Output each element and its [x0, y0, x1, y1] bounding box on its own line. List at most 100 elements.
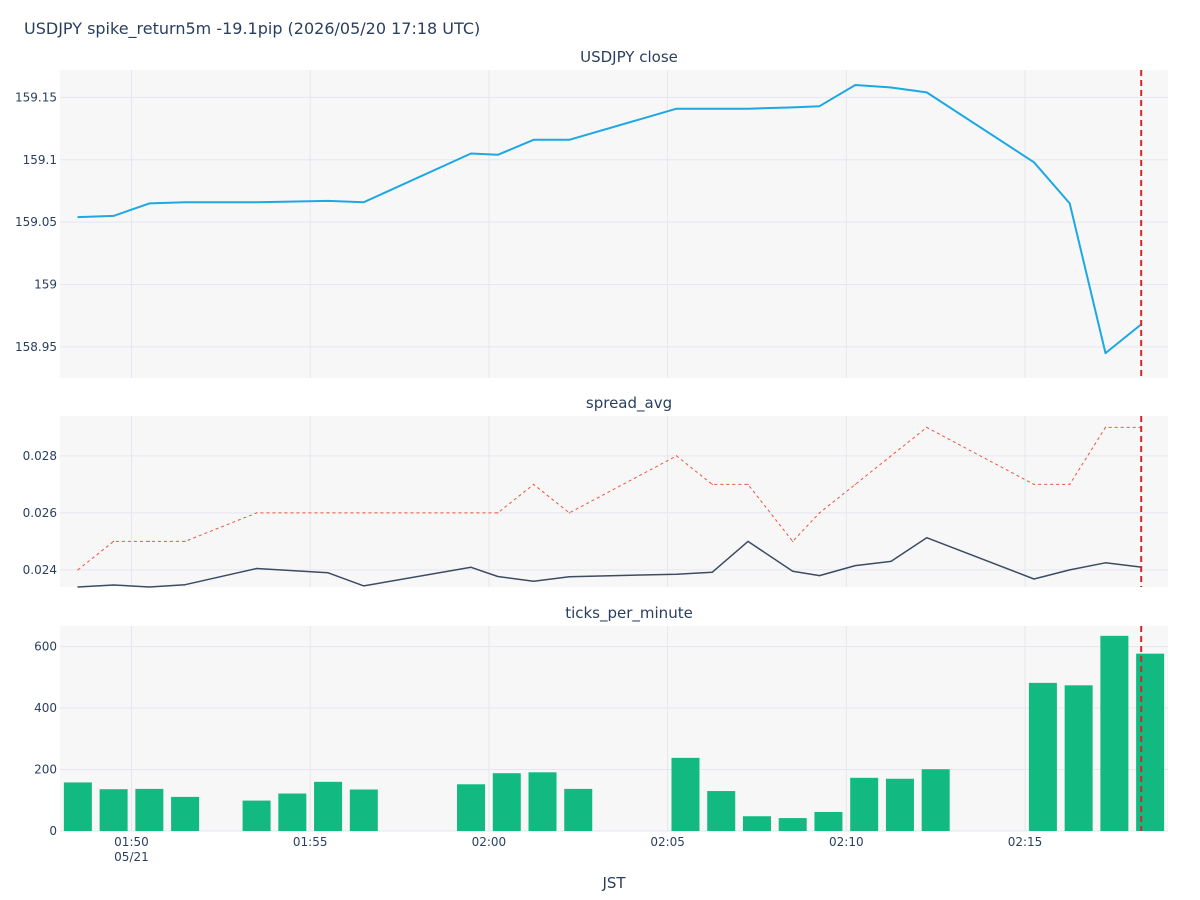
bar — [242, 800, 271, 831]
data-point — [926, 91, 928, 94]
bar — [742, 816, 771, 831]
data-point — [77, 216, 79, 218]
data-point — [1033, 483, 1035, 485]
data-point — [1104, 562, 1107, 564]
data-point — [675, 455, 678, 457]
data-point — [77, 569, 79, 571]
y-tick-label: 400 — [34, 701, 57, 715]
data-point — [184, 201, 186, 203]
data-point — [926, 537, 928, 539]
data-point — [470, 512, 472, 514]
y-tick-label: 159.15 — [15, 90, 57, 104]
bar — [707, 791, 736, 831]
data-point — [532, 139, 535, 141]
data-point — [148, 202, 150, 205]
data-point — [926, 426, 928, 428]
x-axis-title: JST — [601, 874, 626, 892]
panel-title: ticks_per_minute — [565, 604, 693, 623]
bar — [457, 784, 486, 831]
data-point — [1104, 352, 1107, 354]
data-point — [184, 584, 186, 586]
data-point — [675, 573, 678, 575]
data-point — [497, 512, 499, 514]
bar — [921, 769, 950, 831]
bar — [850, 777, 879, 831]
data-point — [711, 483, 713, 485]
bar — [314, 781, 343, 831]
data-point — [711, 108, 713, 110]
data-point — [854, 483, 856, 485]
data-point — [255, 201, 258, 203]
bar — [528, 772, 557, 831]
data-point — [747, 108, 749, 110]
data-point — [675, 108, 678, 110]
data-point — [1069, 569, 1071, 571]
bar — [814, 811, 843, 831]
x-tick-label: 01:55 — [293, 835, 328, 849]
y-tick-label: 0.026 — [23, 506, 57, 520]
y-tick-label: 0 — [49, 824, 57, 838]
data-point — [497, 154, 499, 156]
data-point — [711, 571, 713, 573]
y-tick-label: 159.05 — [15, 215, 57, 229]
bar — [1100, 635, 1129, 831]
data-point — [1069, 483, 1071, 485]
bar — [1028, 682, 1057, 831]
data-point — [818, 575, 821, 577]
y-tick-label: 0.024 — [23, 563, 57, 577]
data-point — [77, 586, 79, 588]
data-point — [363, 201, 365, 203]
data-point — [532, 483, 535, 485]
bar — [278, 793, 307, 831]
x-date-label: 05/21 — [114, 850, 149, 864]
bar — [99, 789, 128, 831]
data-point — [1033, 578, 1035, 580]
data-point — [792, 570, 794, 572]
data-point — [363, 512, 365, 514]
data-point — [327, 200, 329, 202]
data-point — [818, 105, 821, 107]
bar — [171, 796, 200, 831]
data-point — [854, 84, 856, 86]
data-point — [148, 586, 150, 588]
y-tick-label: 158.95 — [15, 340, 57, 354]
panel-title: USDJPY close — [580, 48, 678, 66]
x-tick-label: 02:00 — [472, 835, 507, 849]
bar — [135, 788, 164, 831]
data-point — [568, 512, 570, 514]
data-point — [792, 106, 794, 109]
bar — [885, 778, 914, 831]
data-point — [113, 584, 115, 586]
data-point — [184, 540, 186, 543]
plot-area-2 — [60, 416, 1168, 587]
y-tick-label: 600 — [34, 640, 57, 654]
x-tick-label: 02:15 — [1008, 835, 1043, 849]
data-point — [327, 512, 329, 514]
data-point — [327, 572, 329, 574]
data-point — [363, 585, 365, 587]
panel-title: spread_avg — [586, 394, 672, 413]
data-point — [532, 580, 535, 582]
data-point — [1069, 202, 1071, 205]
data-point — [890, 560, 892, 562]
data-point — [818, 512, 821, 514]
data-point — [255, 567, 258, 570]
y-tick-label: 159.1 — [23, 153, 57, 167]
bar — [349, 789, 378, 831]
bar — [492, 773, 521, 831]
plot-area-1 — [60, 70, 1168, 378]
data-point — [148, 540, 150, 543]
data-point — [470, 566, 472, 568]
bar — [564, 788, 593, 831]
y-tick-label: 200 — [34, 763, 57, 777]
data-point — [470, 152, 472, 155]
bar — [778, 818, 807, 831]
x-tick-label: 02:05 — [650, 835, 685, 849]
x-tick-label: 02:10 — [829, 835, 864, 849]
data-point — [854, 565, 856, 567]
plot-area-3 — [60, 626, 1168, 831]
data-point — [497, 575, 499, 578]
data-point — [255, 512, 258, 514]
data-point — [113, 215, 115, 217]
